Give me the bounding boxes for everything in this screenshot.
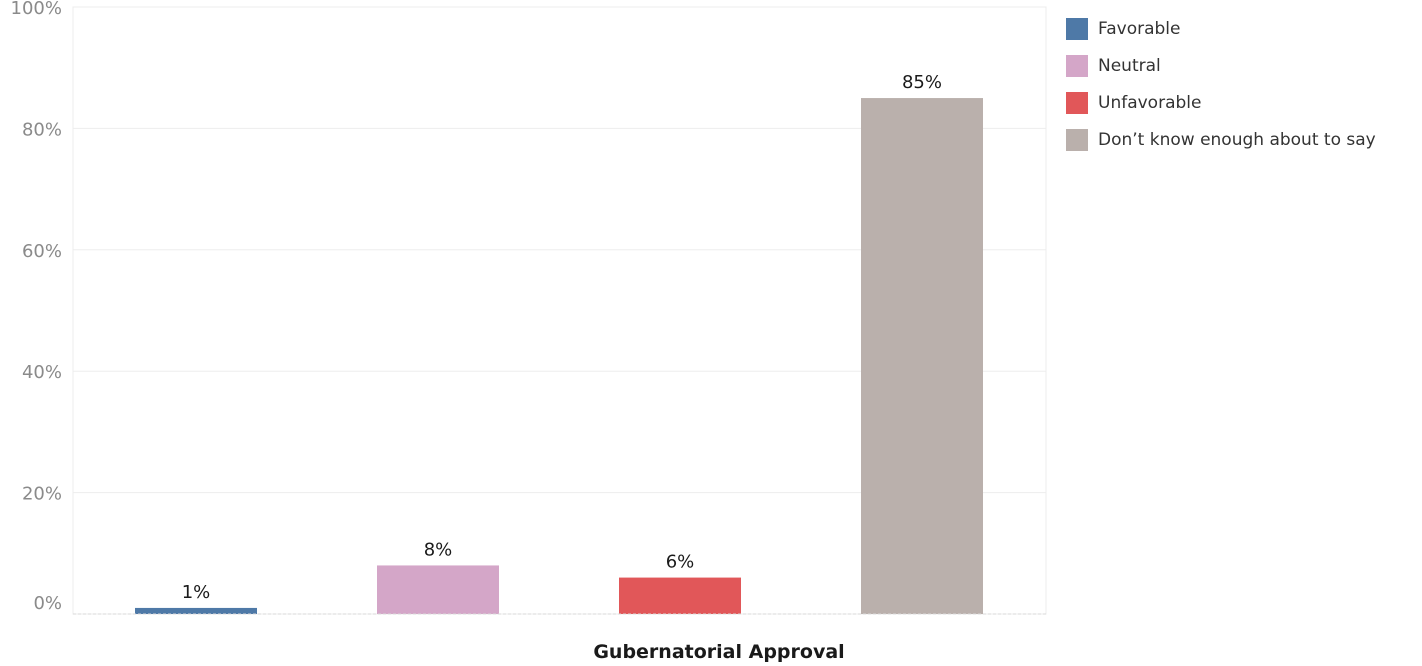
legend-swatch	[1066, 54, 1088, 77]
bar-2[interactable]	[377, 565, 499, 614]
y-axis: 0% 20% 40% 60% 80% 100%	[11, 0, 62, 614]
bar-chart: 0% 20% 40% 60% 80% 100% 1% 8% 6% 85% Gubernatori…	[11, 0, 1047, 663]
legend-swatch	[1066, 91, 1088, 114]
legend-label: Neutral	[1098, 55, 1161, 76]
y-tick-label: 80%	[22, 119, 62, 140]
data-label: 1%	[182, 582, 211, 603]
data-labels: 1% 8% 6% 85%	[182, 72, 942, 603]
data-label: 6%	[666, 552, 695, 573]
legend-label: Don’t know enough about to say	[1098, 129, 1376, 150]
y-tick-label: 100%	[11, 0, 62, 19]
bars	[135, 98, 983, 615]
data-label: 85%	[902, 72, 942, 93]
legend-item-dont-know[interactable]: Don’t know enough about to say	[1066, 121, 1376, 158]
x-axis-title: Gubernatorial Approval	[593, 641, 844, 663]
y-tick-label: 0%	[33, 593, 62, 614]
legend-label: Unfavorable	[1098, 92, 1202, 113]
data-label: 8%	[424, 539, 453, 560]
legend-item-unfavorable[interactable]: Unfavorable	[1066, 84, 1376, 121]
legend-item-favorable[interactable]: Favorable	[1066, 10, 1376, 47]
legend-swatch	[1066, 17, 1088, 40]
legend: Favorable Neutral Unfavorable Don’t know…	[1066, 10, 1376, 158]
y-tick-label: 60%	[22, 241, 62, 262]
legend-swatch	[1066, 128, 1088, 151]
bar-3[interactable]	[619, 577, 741, 614]
y-tick-label: 40%	[22, 362, 62, 383]
y-tick-label: 20%	[22, 484, 62, 505]
bar-4[interactable]	[861, 98, 983, 615]
bar-1[interactable]	[135, 607, 257, 614]
legend-item-neutral[interactable]: Neutral	[1066, 47, 1376, 84]
legend-label: Favorable	[1098, 18, 1181, 39]
